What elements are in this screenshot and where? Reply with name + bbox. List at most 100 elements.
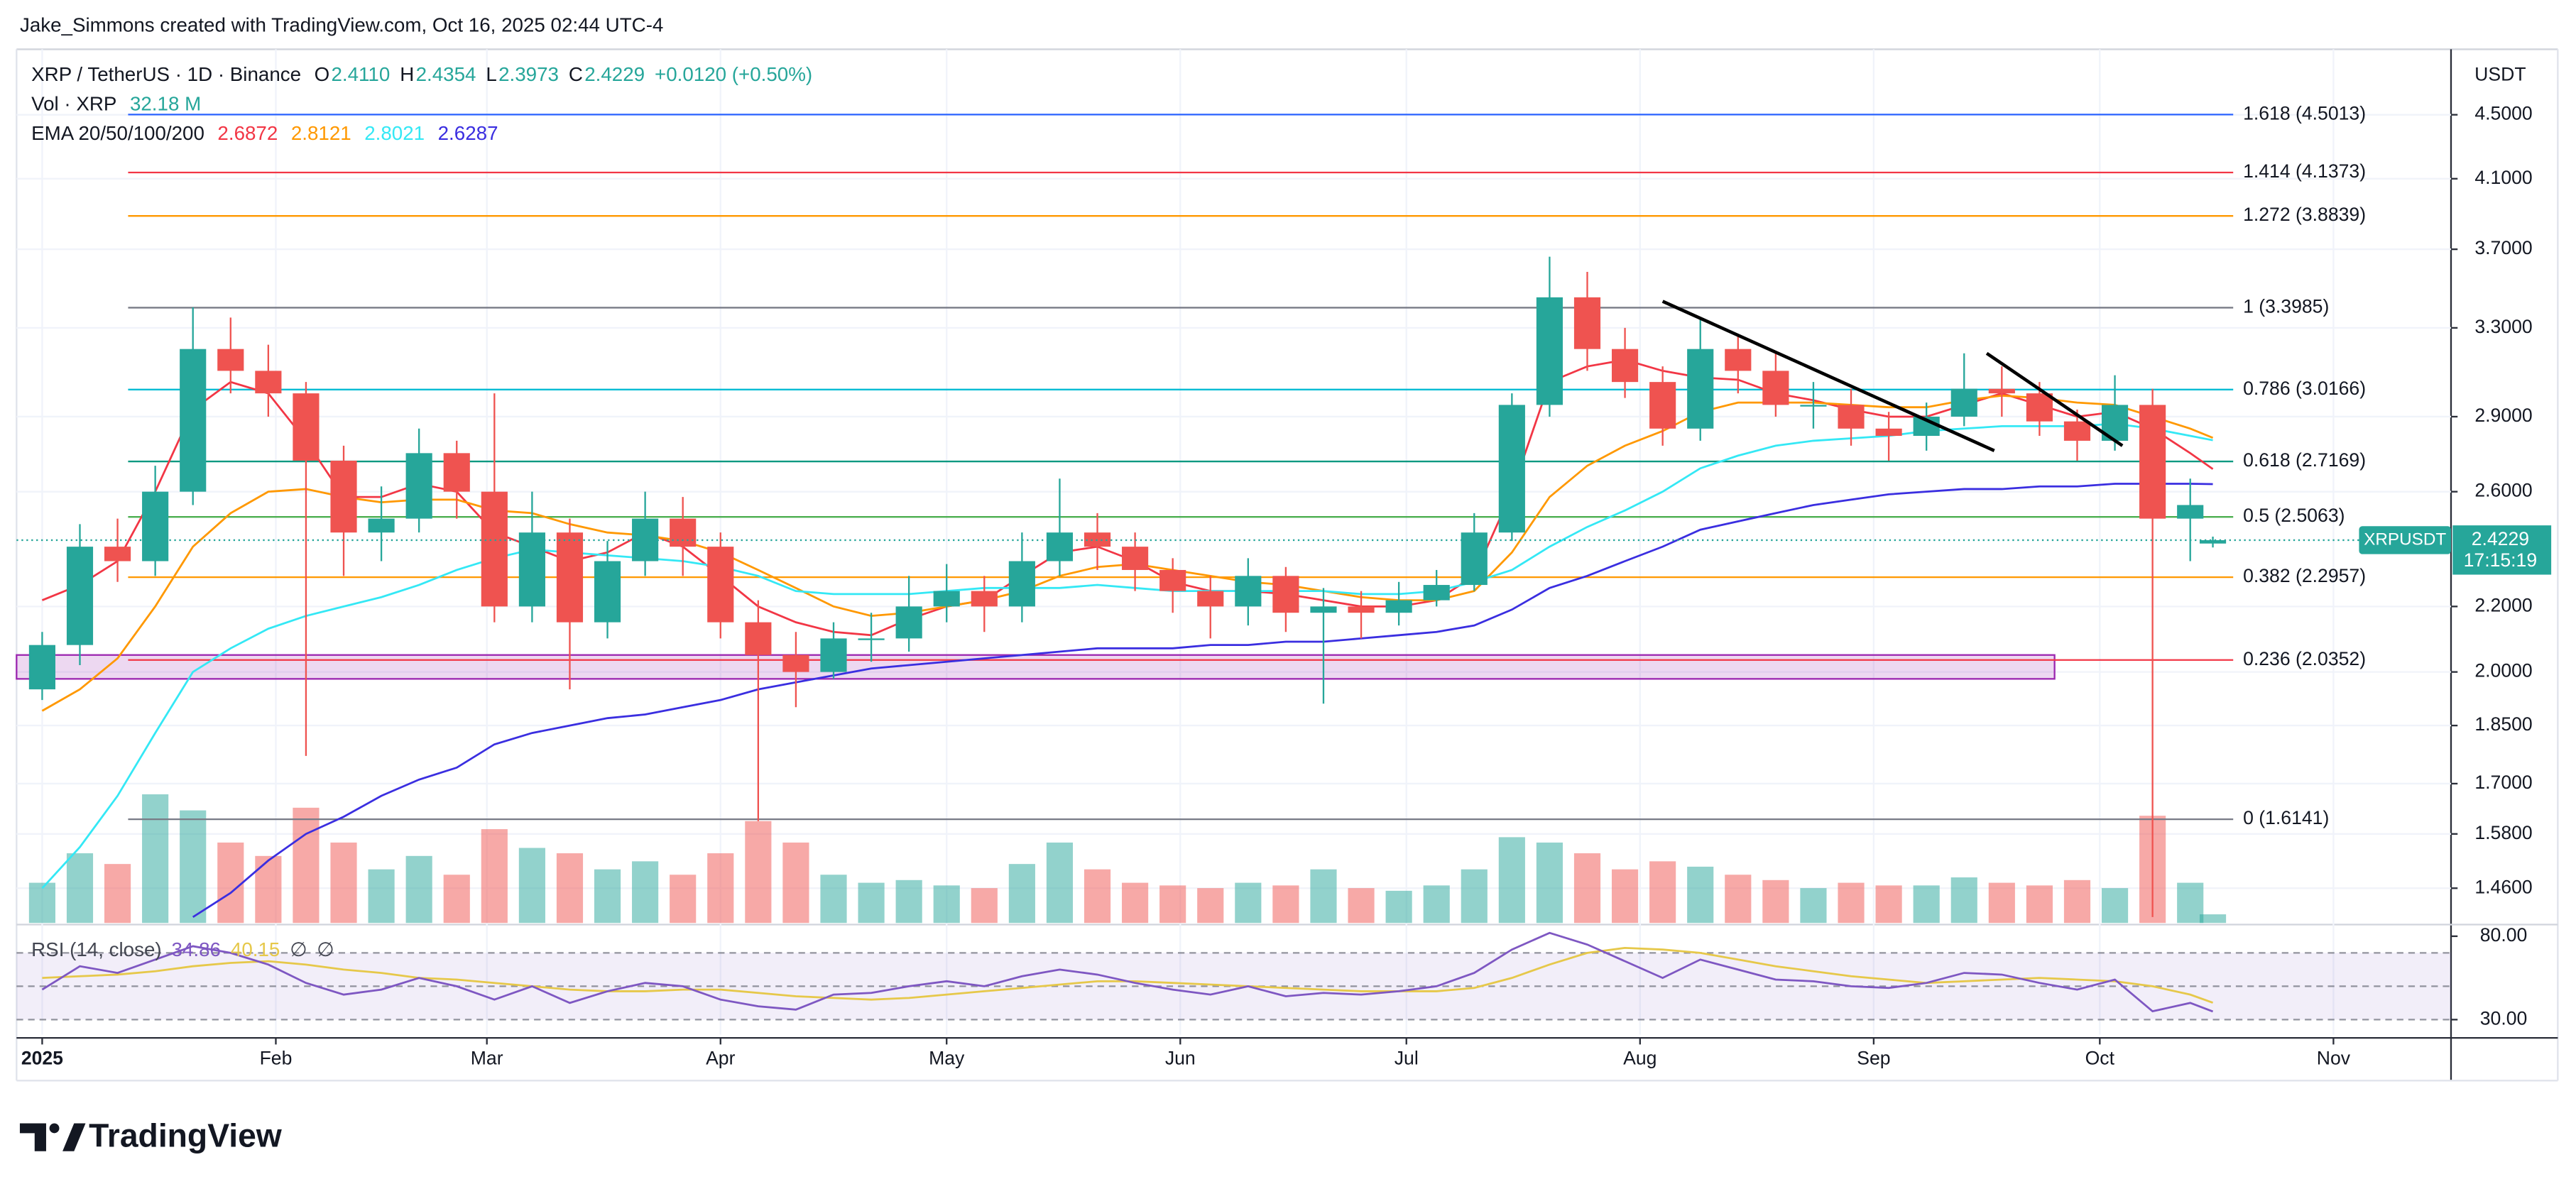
candle-body [293,393,320,461]
x-tick-label: May [929,1047,965,1068]
x-tick-label: Nov [2317,1047,2351,1068]
candle-body [707,547,734,623]
candle-body [1272,576,1299,613]
candle-body [1611,349,1639,383]
ohlc-key: H [400,63,414,85]
ema-line [192,483,2213,919]
volume-bar [745,821,772,924]
volume-bar [330,842,357,924]
rsi-tick-label: 80.00 [2480,924,2528,946]
volume-bar [518,848,545,924]
candle-body [217,349,244,371]
candle-body [556,532,584,623]
candle-body [933,591,960,607]
candle-body [1385,600,1412,613]
fib-label: 1.272 (3.8839) [2243,204,2366,225]
change: +0.0120 (+0.50%) [655,63,812,85]
rsi-ma-line [42,946,2214,1004]
ticker-tag [2359,526,2451,554]
candle-body [2063,421,2091,441]
volume-bar [1573,853,1601,924]
volume-bar [1197,888,1224,924]
ohlc-value: 2.4354 [416,63,476,85]
vol-label: Vol · XRP [31,92,116,114]
ema-value: 2.8021 [364,122,425,144]
x-tick-label: Jul [1395,1047,1419,1068]
symbol: XRP / TetherUS · 1D · Binance [31,63,301,85]
logo-mark [19,1123,46,1151]
volume-bar [1950,877,1977,924]
volume-bar [782,842,809,924]
y-tick-label: 1.8500 [2474,713,2532,735]
volume-bar [632,861,659,924]
candle-body [1348,606,1375,613]
candle-body [28,645,55,690]
candle-body [1838,405,1865,429]
candle-body [1461,532,1488,586]
ema-value: 2.6287 [438,122,498,144]
candle-body [858,638,885,640]
volume-bar [1461,869,1488,924]
volume-bar [1800,888,1827,924]
y-tick-label: 3.3000 [2474,316,2532,337]
volume-bar [66,853,94,924]
volume-bar [1649,861,1676,924]
volume-bar [707,853,734,924]
x-tick-label: Sep [1857,1047,1890,1068]
volume-bar [2199,914,2227,924]
volume-bar [255,855,282,924]
volume-bar [895,880,922,924]
volume-bar [1838,882,1865,924]
volume-bar [1122,882,1149,924]
volume-bar [1687,866,1714,924]
candle-body [1159,569,1186,591]
volume-bar [2063,880,2091,924]
candle-body [142,491,169,561]
volume-bar [1611,869,1639,924]
candle-body [1988,388,2015,394]
x-tick-label: Jun [1165,1047,1196,1068]
rsi-value: 34.86 [172,938,221,960]
fib-label: 1 (3.3985) [2243,295,2329,317]
fib-label: 0 (1.6141) [2243,807,2329,828]
x-tick-label: 2025 [21,1047,63,1068]
volume-bar [217,842,244,924]
candle-body [1950,388,1977,417]
candle-body [518,532,545,607]
trendline [1985,351,2124,447]
volume-bar [1310,869,1337,924]
volume-bar [2101,888,2129,924]
candle-body [1235,576,1262,607]
y-tick-label: 2.9000 [2474,405,2532,426]
volume-bar [1348,888,1375,924]
ohlc-value: 2.3973 [498,63,559,85]
candle-body [2177,505,2204,519]
fib-label: 0.618 (2.7169) [2243,449,2366,471]
fib-label: 1.618 (4.5013) [2243,102,2366,124]
rsi-ma-value: 40.15 [231,938,280,960]
volume-bar [481,829,508,924]
candle-body [1498,405,1525,533]
candle-body [104,547,131,561]
volume-bar [1423,885,1450,924]
rsi-extra: ∅ [317,938,334,960]
volume-bar [1875,885,1902,924]
candle-body [1008,561,1035,607]
x-tick-label: Aug [1623,1047,1657,1068]
volume-bar [1385,890,1412,924]
logo: TradingView [19,1117,283,1154]
volume-bar [2177,882,2204,924]
volume-bar [971,888,998,924]
candle-body [1875,428,1902,437]
volume-bar [2026,885,2053,924]
candle-body [782,654,809,672]
y-tick-label: 2.6000 [2474,480,2532,501]
candle-body [443,453,470,492]
candle-body [2199,539,2227,544]
rsi-extra: ∅ [290,938,307,960]
ema-value: 2.6872 [217,122,278,144]
ohlc-value: 2.4229 [584,63,645,85]
candle-body [1800,405,1827,407]
fib-label: 1.414 (4.1373) [2243,160,2366,182]
